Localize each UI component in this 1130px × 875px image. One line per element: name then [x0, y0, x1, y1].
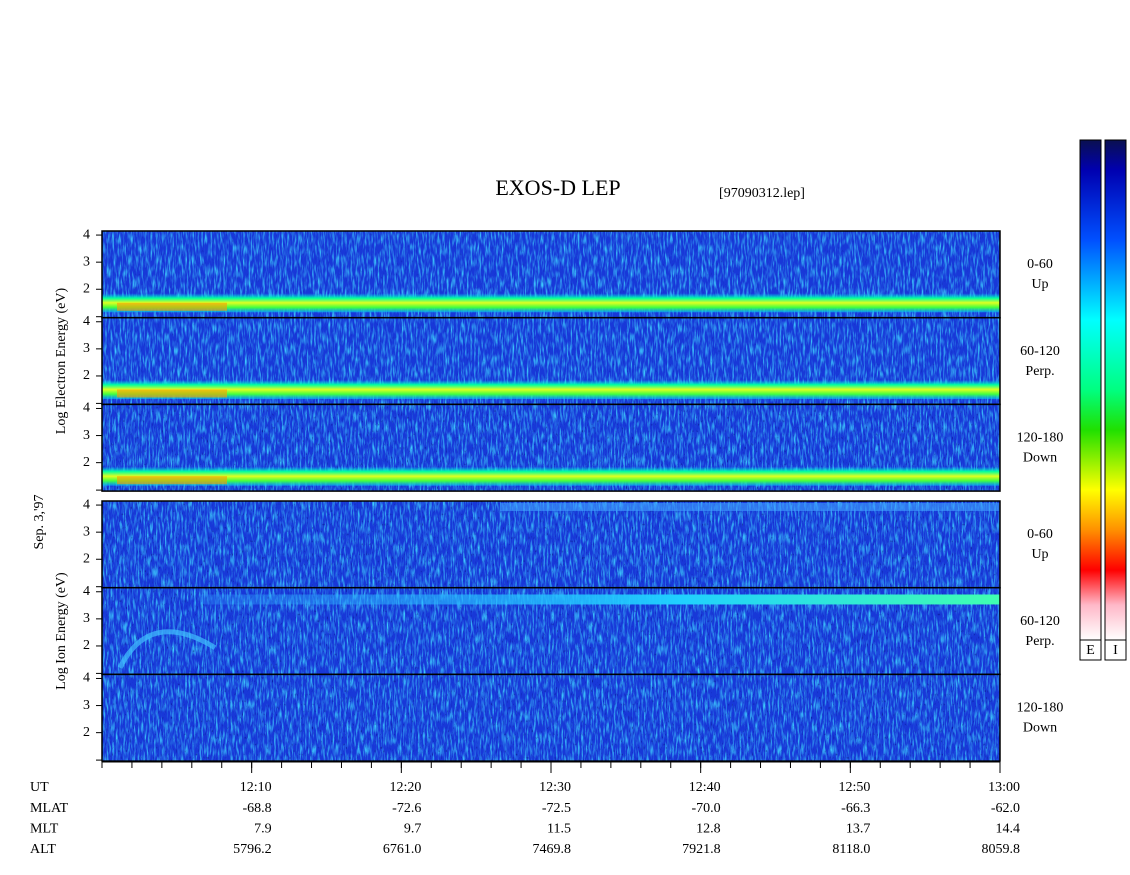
ephemeris-value: -72.6	[392, 801, 421, 816]
ion-arc	[117, 629, 217, 669]
spectrogram-dropouts	[102, 674, 1000, 762]
y-tick-label: 2	[83, 638, 90, 653]
y-tick-label: 3	[83, 698, 90, 713]
ephemeris-value: 6761.0	[383, 842, 422, 857]
ephemeris-value: 7469.8	[533, 842, 572, 857]
colorbar-label-box	[1104, 639, 1127, 661]
ephemeris-value: 9.7	[404, 822, 422, 837]
panel-label: 60-120	[1020, 344, 1060, 359]
electron-band-core	[117, 389, 227, 398]
electron-band	[102, 380, 1000, 399]
y-tick-label: 3	[83, 428, 90, 443]
y-tick-label: 4	[83, 671, 90, 686]
ephemeris-value: 12.8	[696, 822, 721, 837]
panel-label: 0-60	[1027, 257, 1053, 272]
colorbar	[1079, 139, 1102, 641]
row-title: ALT	[30, 842, 56, 857]
panel-label: 0-60	[1027, 527, 1053, 542]
y-tick-label: 2	[83, 725, 90, 740]
colorbar-label-box	[1079, 639, 1102, 661]
ephemeris-value: -68.8	[242, 801, 271, 816]
row-title: MLAT	[30, 801, 69, 816]
ephemeris-value: 11.5	[547, 822, 571, 837]
panel-label: Down	[1023, 721, 1057, 736]
ion-upper	[500, 503, 1000, 511]
panel-label: Up	[1031, 277, 1048, 292]
y-axis-label: Log Electron Energy (eV)	[54, 288, 69, 435]
x-tick-label: 12:50	[838, 780, 870, 795]
y-tick-label: 3	[83, 254, 90, 269]
ephemeris-value: -66.3	[841, 801, 870, 816]
ephemeris-value: 5796.2	[233, 842, 272, 857]
ephemeris-value: 8059.8	[982, 842, 1021, 857]
y-tick-label: 4	[83, 497, 90, 512]
electron-band	[102, 466, 1000, 486]
x-tick-label: 12:20	[389, 780, 421, 795]
y-tick-label: 3	[83, 611, 90, 626]
ephemeris-value: -70.0	[691, 801, 720, 816]
y-axis-label: Log Ion Energy (eV)	[54, 572, 69, 690]
ephemeris-value: -62.0	[991, 801, 1020, 816]
date-label: Sep. 3,'97	[32, 494, 47, 549]
ephemeris-value: 7921.8	[682, 842, 721, 857]
x-tick-label: 12:40	[689, 780, 721, 795]
ephemeris-value: -72.5	[542, 801, 571, 816]
y-tick-label: 2	[83, 281, 90, 296]
electron-band	[102, 293, 1000, 313]
spectrogram-dropouts	[102, 501, 1000, 588]
panel-label: Down	[1023, 451, 1057, 466]
ephemeris-value: 14.4	[996, 822, 1021, 837]
electron-band-core	[117, 302, 227, 311]
y-tick-label: 2	[83, 551, 90, 566]
ephemeris-value: 13.7	[846, 822, 871, 837]
colorbar-label: E	[1086, 643, 1095, 658]
colorbar	[1104, 139, 1127, 641]
x-tick-label: 13:00	[988, 780, 1020, 795]
panel-label: Up	[1031, 547, 1048, 562]
panel-frame	[101, 673, 1001, 762]
panel-label: Perp.	[1025, 364, 1054, 379]
row-title: MLT	[30, 822, 59, 837]
panel-frame	[101, 403, 1001, 492]
y-tick-label: 4	[83, 314, 90, 329]
file-name: [97090312.lep]	[719, 186, 805, 201]
y-tick-label: 4	[83, 227, 90, 242]
row-title: UT	[30, 780, 49, 795]
ephemeris-value: 8118.0	[832, 842, 870, 857]
panel-label: 120-180	[1017, 431, 1064, 446]
panel-label: Perp.	[1025, 634, 1054, 649]
ion-line	[200, 594, 1000, 605]
ephemeris-value: 7.9	[254, 822, 272, 837]
y-tick-label: 3	[83, 341, 90, 356]
chart-title: EXOS-D LEP	[495, 175, 620, 200]
y-tick-label: 4	[83, 584, 90, 599]
y-tick-label: 2	[83, 368, 90, 383]
y-tick-label: 3	[83, 524, 90, 539]
panel-label: 60-120	[1020, 614, 1060, 629]
y-tick-label: 2	[83, 455, 90, 470]
panel-label: 120-180	[1017, 701, 1064, 716]
electron-band-core	[117, 476, 227, 485]
colorbar-label: I	[1113, 643, 1118, 658]
x-tick-label: 12:10	[240, 780, 272, 795]
y-tick-label: 4	[83, 401, 90, 416]
x-tick-label: 12:30	[539, 780, 571, 795]
